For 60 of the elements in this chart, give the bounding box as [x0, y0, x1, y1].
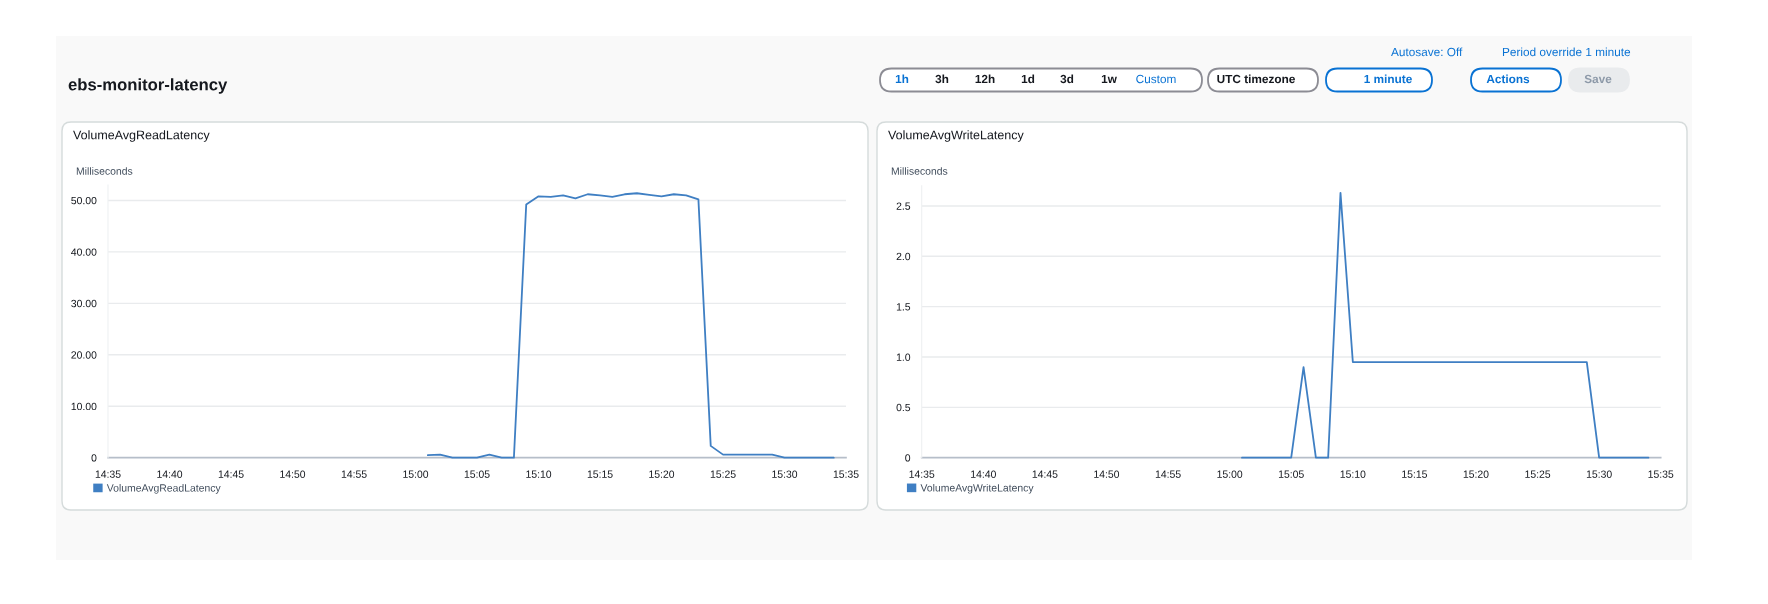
x-tick-label: 15:25 — [710, 470, 736, 478]
x-tick-label: 15:05 — [464, 470, 490, 478]
x-tick-label: 14:55 — [1155, 470, 1181, 478]
y-tick-label: 0.5 — [896, 403, 911, 412]
y-tick-label: 30.00 — [71, 299, 97, 308]
text: Actions — [1486, 74, 1530, 84]
x-tick-label: 14:40 — [971, 470, 996, 478]
y-tick-label: 2.5 — [896, 202, 911, 210]
y-axis-title: Milliseconds — [891, 167, 948, 175]
x-tick-label: 15:35 — [1648, 470, 1674, 478]
text: 3h — [935, 74, 949, 84]
x-tick-label: 15:20 — [649, 470, 675, 478]
x-tick-label: 15:00 — [403, 470, 429, 478]
text: 1h — [895, 74, 909, 84]
text: 1 minute — [1364, 74, 1412, 84]
x-tick-label: 14:45 — [218, 470, 244, 478]
x-tick-label: 14:50 — [280, 470, 306, 478]
y-axis-title: Milliseconds — [76, 167, 133, 175]
text: 1w — [1101, 74, 1117, 84]
text: Period override 1 minute — [1502, 47, 1631, 57]
x-tick-label: 15:20 — [1463, 470, 1489, 478]
y-tick-label: 2.0 — [896, 252, 911, 261]
x-tick-label: 14:35 — [95, 470, 121, 478]
x-tick-label: 15:35 — [833, 470, 859, 478]
y-tick-label: 20.00 — [71, 351, 97, 359]
x-tick-label: 15:15 — [1402, 470, 1427, 478]
y-tick-label: 10.00 — [71, 402, 97, 411]
text: 12h — [975, 74, 995, 84]
text: 3d — [1060, 74, 1074, 84]
text: Autosave: Off — [1391, 47, 1463, 57]
chart-title: VolumeAvgWriteLatency — [888, 130, 1024, 142]
y-tick-label: 40.00 — [71, 248, 97, 256]
x-tick-label: 14:50 — [1094, 470, 1120, 478]
text: UTC timezone — [1217, 74, 1295, 84]
x-tick-label: 15:10 — [526, 470, 552, 478]
y-tick-label: 0 — [91, 454, 97, 462]
text: Save — [1584, 74, 1612, 84]
y-tick-label: 1.0 — [896, 353, 911, 361]
text: Custom — [1136, 74, 1176, 84]
line-series — [426, 192, 835, 459]
text: ebs-monitor-latency — [68, 78, 228, 94]
x-tick-label: 15:10 — [1340, 470, 1366, 478]
x-tick-label: 15:25 — [1525, 470, 1551, 478]
text: 1d — [1021, 74, 1035, 84]
legend-label: VolumeAvgWriteLatency — [920, 483, 1034, 494]
x-tick-label: 14:45 — [1032, 470, 1058, 478]
line-series — [1241, 191, 1650, 459]
x-tick-label: 14:55 — [341, 470, 367, 478]
x-tick-label: 15:00 — [1217, 470, 1243, 478]
x-tick-label: 15:30 — [1586, 470, 1612, 478]
x-tick-label: 14:40 — [157, 470, 183, 478]
x-tick-label: 15:15 — [587, 470, 613, 478]
chart-title: VolumeAvgReadLatency — [73, 130, 210, 142]
x-tick-label: 15:05 — [1278, 470, 1304, 478]
y-tick-label: 50.00 — [71, 196, 97, 205]
y-tick-label: 0 — [905, 454, 911, 462]
legend-label: VolumeAvgReadLatency — [106, 483, 221, 494]
y-tick-label: 1.5 — [896, 303, 911, 311]
x-tick-label: 15:30 — [772, 470, 798, 478]
x-tick-label: 14:35 — [909, 470, 935, 478]
